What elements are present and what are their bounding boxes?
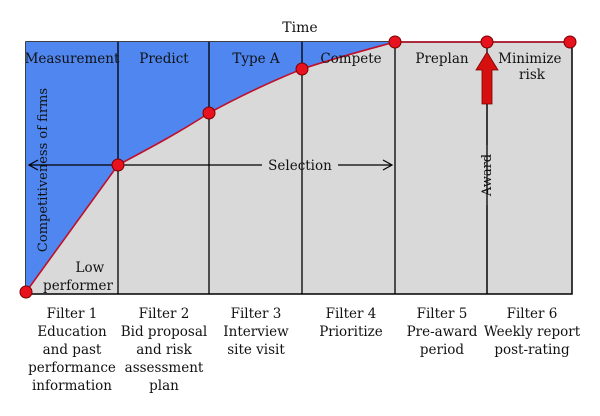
marker-filter-1 [111, 158, 125, 172]
filter-caption-2: Filter 2 Bid proposal and risk assessment pl… [121, 306, 207, 394]
filter-line: performance [28, 360, 116, 376]
filter-title: Filter 5 [417, 306, 468, 322]
filter-line: Pre-award [407, 324, 478, 340]
phase-compete: Compete [320, 51, 381, 67]
award-label: Award [480, 154, 495, 197]
filter-title: Filter 6 [507, 306, 558, 322]
milestone-markers [19, 35, 577, 299]
filter-line: Interview [223, 324, 289, 340]
low-performer-line-2: performer [43, 278, 113, 294]
filter-title: Filter 3 [231, 306, 282, 322]
filter-line: information [32, 378, 112, 394]
filter-title: Filter 4 [326, 306, 377, 322]
phase-minimize-risk-line-2: risk [519, 67, 546, 83]
phase-predict: Predict [139, 51, 189, 67]
low-performer-line-1: Low [76, 260, 105, 276]
low-performer-label: Low performer [43, 260, 113, 294]
filter-line: Weekly report [484, 324, 581, 340]
phase-minimize-risk: Minimize risk [498, 51, 566, 83]
selection-arrowhead-left [27, 159, 39, 171]
filter-line: and past [43, 342, 102, 358]
filter-caption-5: Filter 5 Pre-award period [407, 306, 478, 358]
filter-line: post-rating [494, 342, 570, 358]
phase-type-a: Type A [232, 51, 280, 67]
time-label: Time [282, 20, 317, 36]
filter-caption-1: Filter 1 Education and past performance info… [28, 306, 116, 394]
phase-measurement: Measurement [25, 51, 120, 67]
filter-caption-4: Filter 4 Prioritize [319, 306, 383, 340]
award-arrow [475, 51, 499, 105]
marker-filter-5 [480, 35, 494, 49]
filter-line: plan [149, 378, 179, 394]
marker-filter-6 [563, 35, 577, 49]
selection-label: Selection [268, 158, 332, 174]
filter-title: Filter 1 [47, 306, 98, 322]
filter-caption-6: Filter 6 Weekly report post-rating [484, 306, 581, 358]
phase-preplan: Preplan [415, 51, 469, 67]
filter-title: Filter 2 [139, 306, 190, 322]
filter-line: and risk [136, 342, 192, 358]
competitiveness-curve [25, 41, 572, 293]
selection-arrowhead-right [382, 159, 394, 171]
filter-line: Prioritize [319, 324, 383, 340]
marker-filter-3 [295, 62, 309, 76]
phase-minimize-risk-line-1: Minimize [498, 51, 561, 67]
marker-start [19, 285, 33, 299]
marker-filter-4 [388, 35, 402, 49]
filter-caption-3: Filter 3 Interview site visit [223, 306, 289, 358]
marker-filter-2 [202, 106, 216, 120]
filter-line: period [420, 342, 465, 358]
y-axis-label: Competitiveness of firms [36, 88, 51, 252]
filter-captions: Filter 1 Education and past performance info… [28, 306, 581, 394]
filter-line: Education [37, 324, 107, 340]
filter-line: site visit [227, 342, 285, 358]
filter-line: Bid proposal [121, 324, 207, 340]
filter-line: assessment [125, 360, 204, 376]
